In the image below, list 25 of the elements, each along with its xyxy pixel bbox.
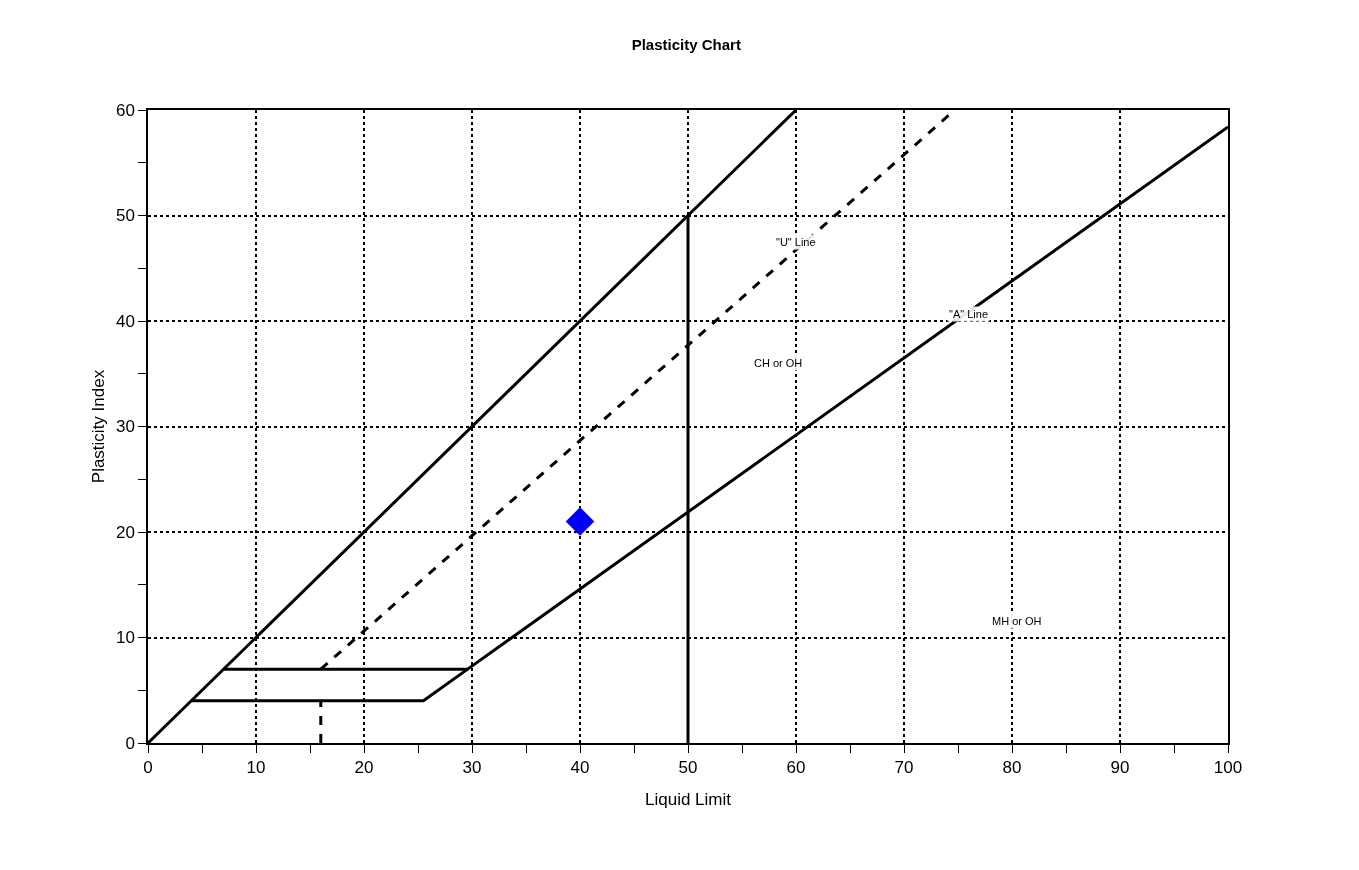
x-tick-label: 80	[1002, 758, 1022, 778]
y-tick-label: 20	[115, 522, 135, 542]
x-tick-label: 10	[246, 758, 266, 778]
x-tick-label: 50	[678, 758, 698, 778]
annotation: MH or OH	[992, 615, 1042, 627]
y-tick-label: 60	[115, 100, 135, 120]
annotation: CH or OH	[754, 357, 803, 369]
x-axis-title: Liquid Limit	[645, 789, 732, 809]
y-tick-label: 10	[115, 628, 135, 648]
x-tick-label: 100	[1213, 758, 1243, 778]
x-tick-label: 90	[1110, 758, 1130, 778]
y-tick-label: 30	[115, 417, 135, 437]
annotation: "U" Line	[776, 236, 816, 248]
chart-title: Plasticity Chart	[631, 35, 741, 53]
annotation: "A" Line	[949, 308, 988, 320]
x-tick-label: 40	[570, 758, 590, 778]
y-tick-label: 40	[115, 311, 135, 331]
x-tick-label: 60	[786, 758, 806, 778]
y-axis-title: Plasticity Index	[88, 369, 108, 484]
x-tick-label: 70	[894, 758, 914, 778]
y-tick-label: 0	[125, 733, 135, 753]
x-tick-label: 20	[354, 758, 374, 778]
x-tick-label: 30	[462, 758, 482, 778]
y-tick-label: 50	[115, 206, 135, 226]
x-tick-label: 0	[143, 758, 153, 778]
